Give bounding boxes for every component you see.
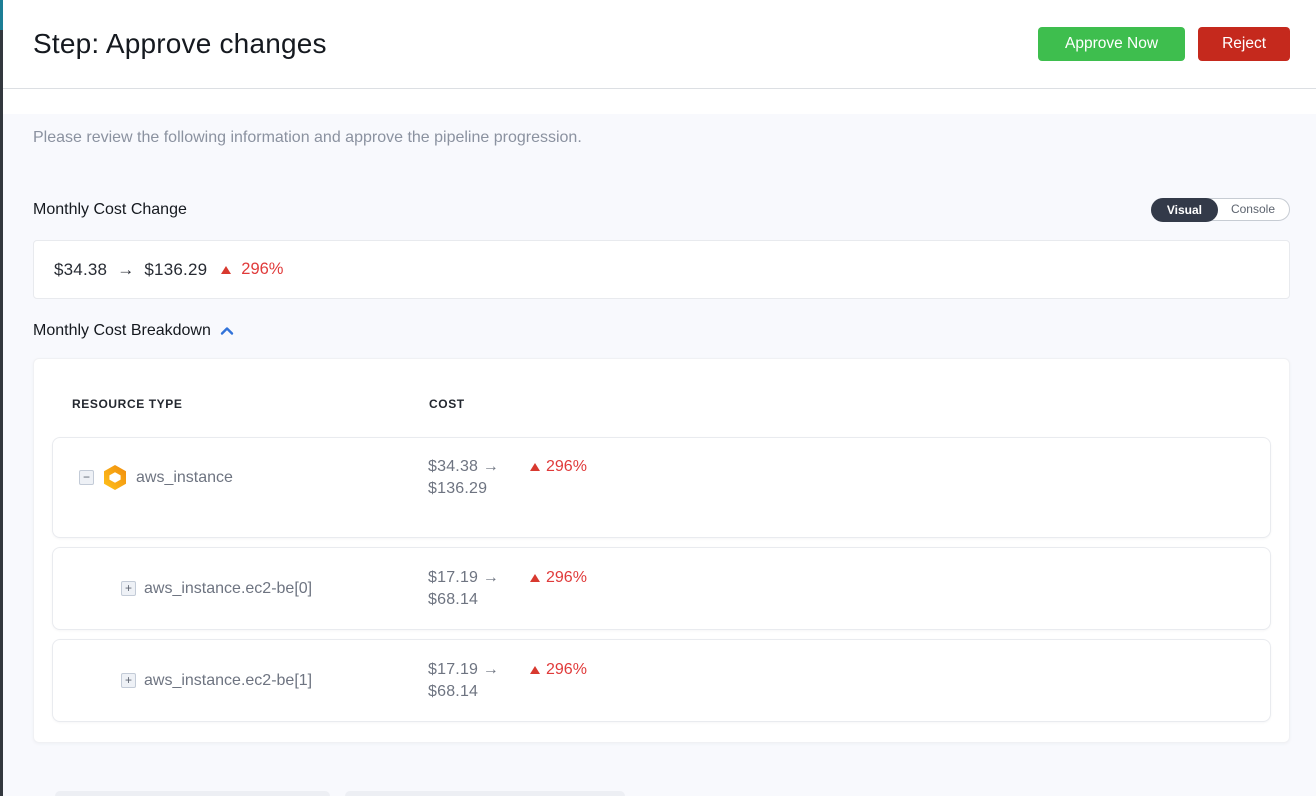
cost-breakdown-table: RESOURCE TYPE COST − [33,358,1290,743]
expand-collapse-toggle[interactable]: − [79,470,94,485]
cost-change-title: Monthly Cost Change [33,200,187,218]
cost-delta-percent: 296% [241,260,284,278]
cost-breakdown-title: Monthly Cost Breakdown [33,322,211,339]
percent-change-cell: 296% [530,661,1270,679]
cost-change-section-header: Monthly Cost Change Visual Console [33,197,1290,222]
cost-from: $17.19 → [428,660,499,678]
page-title: Step: Approve changes [33,28,327,59]
toggle-visual[interactable]: Visual [1150,197,1218,222]
approve-now-button[interactable]: Approve Now [1038,27,1186,61]
collapsed-sidebar-edge [0,0,3,796]
expand-collapse-toggle[interactable]: + [121,673,136,688]
offscreen-card-edge [55,791,330,796]
page-header: Step: Approve changes Approve Now Reject [0,0,1316,89]
cost-cell: $34.38 → $136.29 [428,456,530,500]
cost-to: $68.14 [428,682,479,700]
view-mode-toggle: Visual Console [1150,197,1290,222]
table-row: + aws_instance.ec2-be[0] $17.19 → $68.14… [52,547,1271,630]
intro-text: Please review the following information … [33,129,582,146]
resource-name: aws_instance [136,468,233,486]
table-body: − aws_instance $34.38 → $136.29 [52,437,1271,722]
cost-cell: $17.19 → $68.14 [428,659,530,703]
delta-percent: 296% [546,660,587,678]
resource-name: aws_instance.ec2-be[0] [144,579,313,597]
column-header-cost: COST [429,397,465,411]
header-spacer [0,89,1316,114]
cost-from: $17.19 → [428,568,499,586]
offscreen-card-edge [345,791,625,796]
step-content: Please review the following information … [0,114,1316,796]
resource-cell: + aws_instance.ec2-be[0] [71,580,428,598]
reject-button[interactable]: Reject [1198,27,1290,61]
increase-triangle-icon [530,665,540,674]
column-header-resource-type: RESOURCE TYPE [72,397,183,411]
cost-from-value: $34.38 [54,259,108,279]
resource-cell: + aws_instance.ec2-be[1] [71,672,428,690]
increase-triangle-icon [530,573,540,582]
delta-percent: 296% [546,568,587,586]
cost-change-summary-card: $34.38 → $136.29 296% [33,240,1290,299]
delta-percent: 296% [546,457,587,475]
percent-change-cell: 296% [530,458,1270,476]
table-row: − aws_instance $34.38 → $136.29 [52,437,1271,538]
cost-to: $68.14 [428,590,479,608]
cost-cell: $17.19 → $68.14 [428,567,530,611]
chevron-up-icon[interactable] [220,326,234,336]
table-row: + aws_instance.ec2-be[1] $17.19 → $68.14… [52,639,1271,722]
toggle-console[interactable]: Console [1230,202,1275,216]
expand-collapse-toggle[interactable]: + [121,581,136,596]
column-header-spacer [531,397,1271,411]
table-header-row: RESOURCE TYPE COST [52,397,1271,411]
aws-hexagon-icon [102,464,128,491]
cost-to: $136.29 [428,479,488,497]
cost-from: $34.38 → [428,457,499,475]
cost-to-value: $136.29 [144,259,208,279]
increase-triangle-icon [221,265,232,274]
header-actions: Approve Now Reject [1038,27,1290,61]
increase-triangle-icon [530,462,540,471]
resource-cell: − aws_instance [71,464,428,491]
arrow-right-icon: → [117,259,135,279]
sidebar-logo-edge [0,0,3,30]
percent-change-cell: 296% [530,569,1270,587]
cost-breakdown-section-header: Monthly Cost Breakdown [33,322,1290,340]
resource-name: aws_instance.ec2-be[1] [144,671,313,689]
